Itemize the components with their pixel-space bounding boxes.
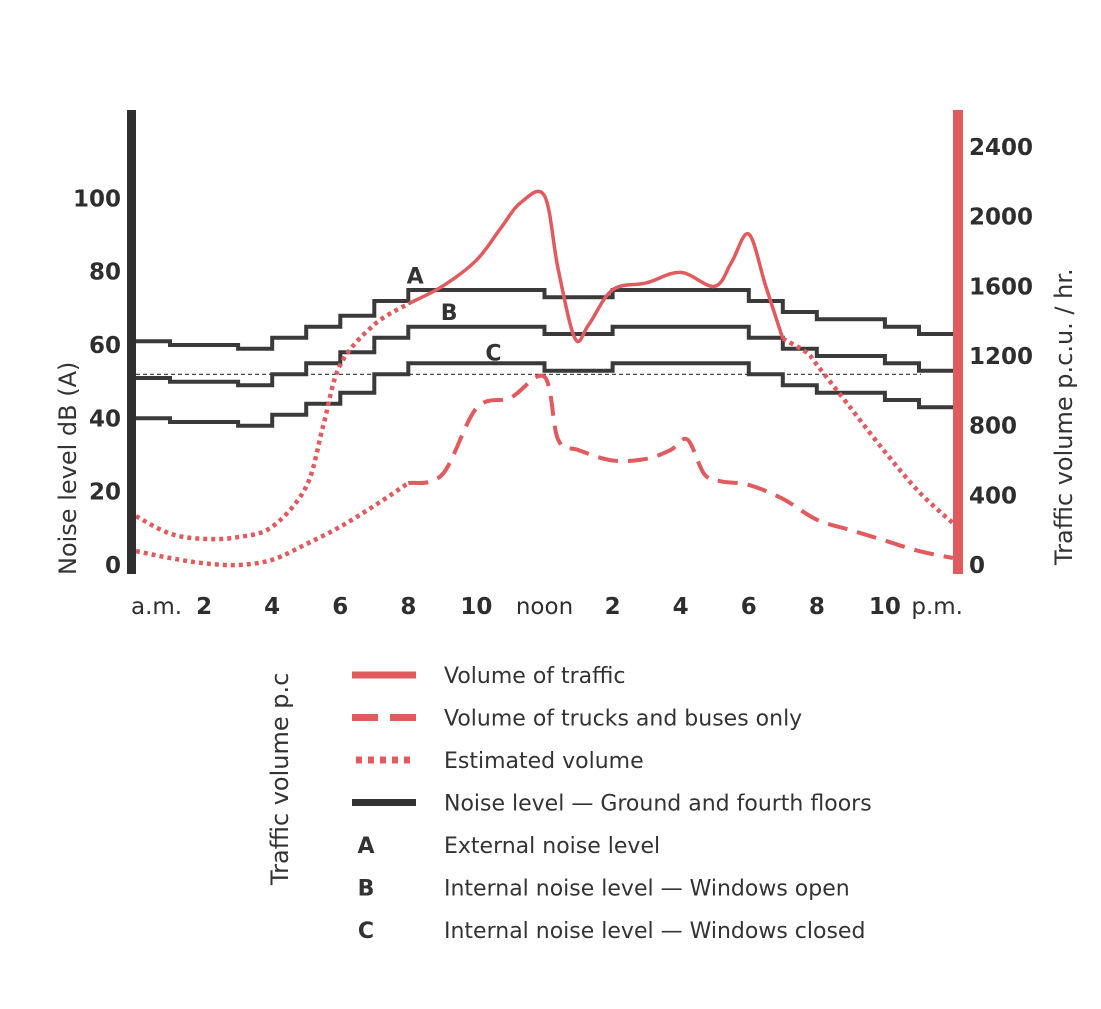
traffic-series-dotted-2 [134, 301, 410, 542]
x-tick-24: p.m. [911, 594, 963, 620]
left-tick-20: 20 [89, 480, 121, 506]
right-tick-2400: 2400 [969, 135, 1033, 161]
x-tick-20: 8 [809, 594, 825, 620]
legend-text-3: Noise level — Ground and fourth floors [444, 792, 872, 817]
legend-key-b: B [358, 877, 375, 902]
series-annotations-layer: AB C [407, 264, 502, 366]
left-axis-bar [127, 110, 136, 574]
legend-text-2: Estimated volume [444, 749, 644, 774]
left-tick-60: 60 [89, 333, 121, 359]
x-tick-14: 2 [605, 594, 621, 620]
left-axis-label: Noise level dB (A) [54, 362, 82, 575]
x-tick-12: noon [516, 594, 573, 620]
legend-key-c: C [358, 919, 374, 944]
series-label-c: C [485, 341, 501, 366]
left-tick-100: 100 [73, 186, 121, 212]
x-tick-10: 10 [460, 594, 492, 620]
noise-level-series-layer [136, 288, 953, 428]
right-tick-1600: 1600 [969, 274, 1033, 300]
right-tick-1200: 1200 [969, 344, 1033, 370]
legend-text-1: Volume of trucks and buses only [444, 707, 802, 732]
legend-text-5: Internal noise level — Windows open [444, 877, 850, 902]
x-tick-2: 2 [196, 594, 212, 620]
left-tick-80: 80 [89, 260, 121, 286]
axes-layer [127, 110, 963, 574]
right-tick-0: 0 [969, 553, 985, 579]
noise-series-a [136, 288, 953, 351]
x-tick-18: 6 [741, 594, 757, 620]
series-label-b: B [441, 301, 458, 326]
x-tick-0: a.m. [131, 594, 182, 620]
x-tick-16: 4 [673, 594, 689, 620]
tick-labels-layer: 0 20 40 60 80 100 0 400 800 1200 1600 2000 2400 a.m. 2… [73, 135, 1033, 620]
legend-key-a: A [357, 834, 374, 859]
x-tick-8: 8 [400, 594, 416, 620]
right-tick-400: 400 [969, 483, 1017, 509]
x-tick-6: 6 [332, 594, 348, 620]
x-tick-22: 10 [869, 594, 901, 620]
right-tick-800: 800 [969, 414, 1017, 440]
legend-side-label: Traffic volume p.c [266, 673, 294, 886]
legend-text-0: Volume of traffic [444, 664, 626, 689]
left-tick-40: 40 [89, 406, 121, 432]
series-label-a: A [407, 264, 424, 289]
left-tick-0: 0 [105, 553, 121, 579]
traffic-series-layer [134, 189, 955, 568]
traffic-series-dotted-3 [135, 481, 410, 568]
noise-series-c [136, 361, 953, 428]
right-axis-label: Traffic volume p.c.u. / hr. [1050, 268, 1078, 566]
traffic-series-solid-0 [407, 189, 785, 344]
legend-text-6: Internal noise level — Windows closed [444, 919, 865, 944]
traffic-series-dashed-1 [407, 373, 954, 560]
traffic-series-dotted-4 [781, 336, 955, 525]
legend: Volume of traffic Volume of trucks and bu… [352, 664, 872, 944]
x-tick-4: 4 [264, 594, 280, 620]
legend-text-4: External noise level [444, 834, 660, 859]
right-axis-bar [953, 110, 963, 574]
right-tick-2000: 2000 [969, 205, 1033, 231]
noise-series-b [136, 324, 953, 388]
